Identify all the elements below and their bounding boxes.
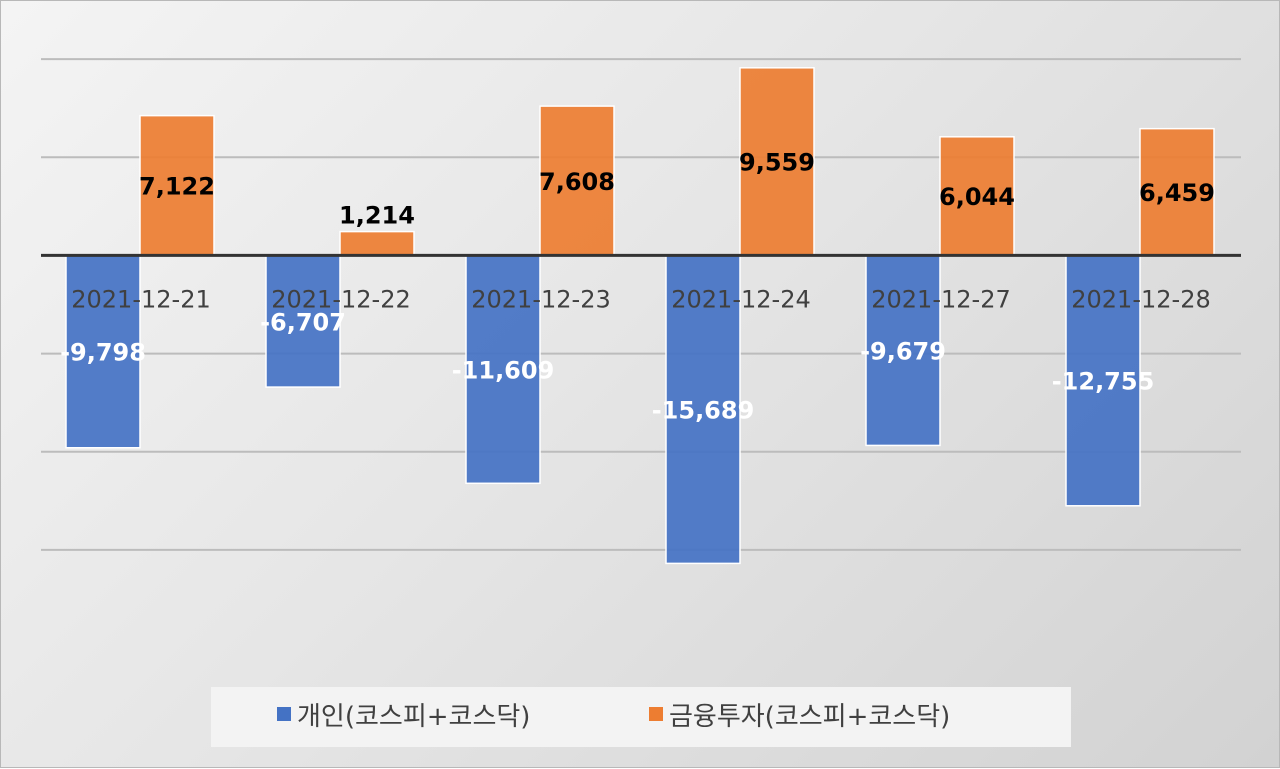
x-tick-label: 2021-12-27 (871, 285, 1010, 313)
bar-financial-investment (539, 105, 615, 257)
data-label: 7,122 (139, 173, 215, 201)
bar-individual (265, 254, 341, 388)
data-label: 7,608 (539, 168, 615, 196)
data-label: -15,689 (652, 396, 755, 424)
bar-financial-investment (139, 114, 215, 257)
bar-financial-investment (1139, 127, 1215, 257)
data-label: 9,559 (739, 149, 815, 177)
data-label: -9,679 (860, 337, 946, 365)
legend (211, 687, 1071, 747)
data-label: 1,214 (339, 202, 415, 230)
x-tick-label: 2021-12-28 (1071, 285, 1210, 313)
legend-swatch-individual (277, 707, 291, 721)
x-tick-label: 2021-12-23 (471, 285, 610, 313)
bar-financial-investment (739, 67, 815, 257)
data-label: 6,044 (939, 183, 1015, 211)
data-label: -12,755 (1052, 368, 1155, 396)
data-label: -6,707 (260, 308, 346, 336)
legend-label: 금융투자(코스피+코스닥) (669, 702, 950, 732)
x-tick-label: 2021-12-22 (271, 285, 410, 313)
x-tick-label: 2021-12-24 (671, 285, 810, 313)
data-label: -9,798 (60, 339, 146, 367)
legend-label: 개인(코스피+코스닥) (297, 702, 530, 732)
x-tick-label: 2021-12-21 (71, 285, 210, 313)
bar-individual (65, 254, 141, 449)
data-label: 6,459 (1139, 179, 1215, 207)
data-label: -11,609 (452, 356, 555, 384)
legend-swatch-financial-investment (649, 707, 663, 721)
bar-financial-investment (939, 136, 1015, 257)
bar-financial-investment (339, 230, 415, 257)
